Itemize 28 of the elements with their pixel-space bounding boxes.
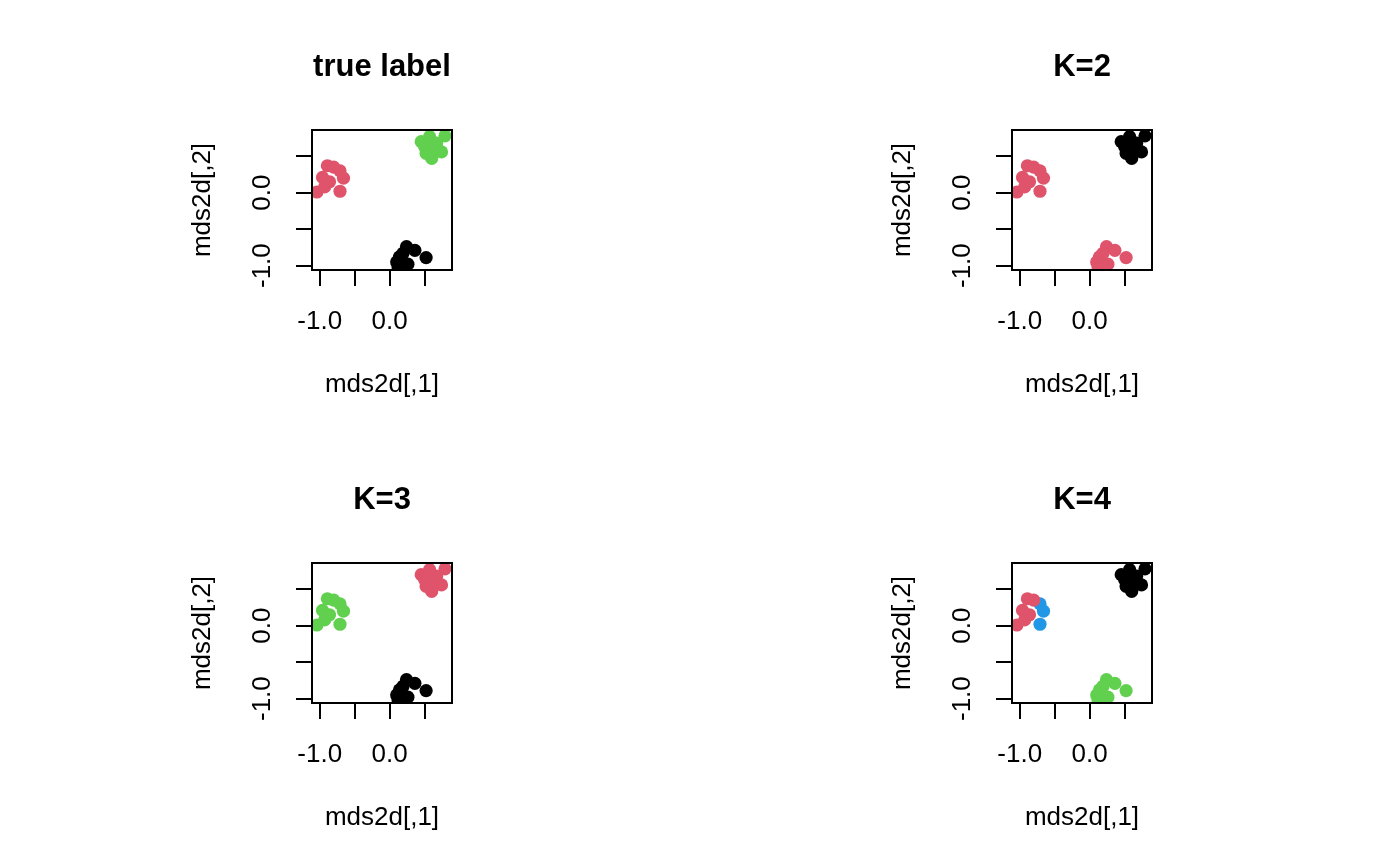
x-tick-label: -1.0 — [997, 305, 1043, 336]
y-tick-label: -1.0 — [946, 243, 977, 289]
x-tick-label: 0.0 — [371, 305, 408, 336]
y-tick-label: 0.0 — [946, 174, 977, 211]
chart-title: true label — [313, 47, 451, 83]
x-axis-title: mds2d[,1] — [324, 368, 440, 399]
x-axis-title: mds2d[,1] — [324, 801, 440, 832]
y-axis-title: mds2d[,2] — [886, 575, 917, 691]
x-tick-label: -1.0 — [297, 305, 343, 336]
x-tick-label: 0.0 — [371, 738, 408, 769]
y-tick-label: -1.0 — [246, 676, 277, 722]
chart-title: K=3 — [353, 480, 411, 516]
chart-title: K=4 — [1053, 480, 1112, 516]
y-tick-label: 0.0 — [946, 607, 977, 644]
y-tick-label: 0.0 — [246, 174, 277, 211]
y-axis-title: mds2d[,2] — [186, 142, 217, 258]
y-tick-label: -1.0 — [246, 243, 277, 289]
y-axis-title: mds2d[,2] — [186, 575, 217, 691]
x-axis-title: mds2d[,1] — [1024, 368, 1140, 399]
y-tick-label: -1.0 — [946, 676, 977, 722]
x-tick-label: -1.0 — [997, 738, 1043, 769]
x-axis-title: mds2d[,1] — [1024, 801, 1140, 832]
x-tick-label: 0.0 — [1071, 305, 1108, 336]
y-axis-title: mds2d[,2] — [886, 142, 917, 258]
y-tick-label: 0.0 — [246, 607, 277, 644]
x-tick-label: 0.0 — [1071, 738, 1108, 769]
chart-title: K=2 — [1053, 47, 1111, 83]
x-tick-label: -1.0 — [297, 738, 343, 769]
